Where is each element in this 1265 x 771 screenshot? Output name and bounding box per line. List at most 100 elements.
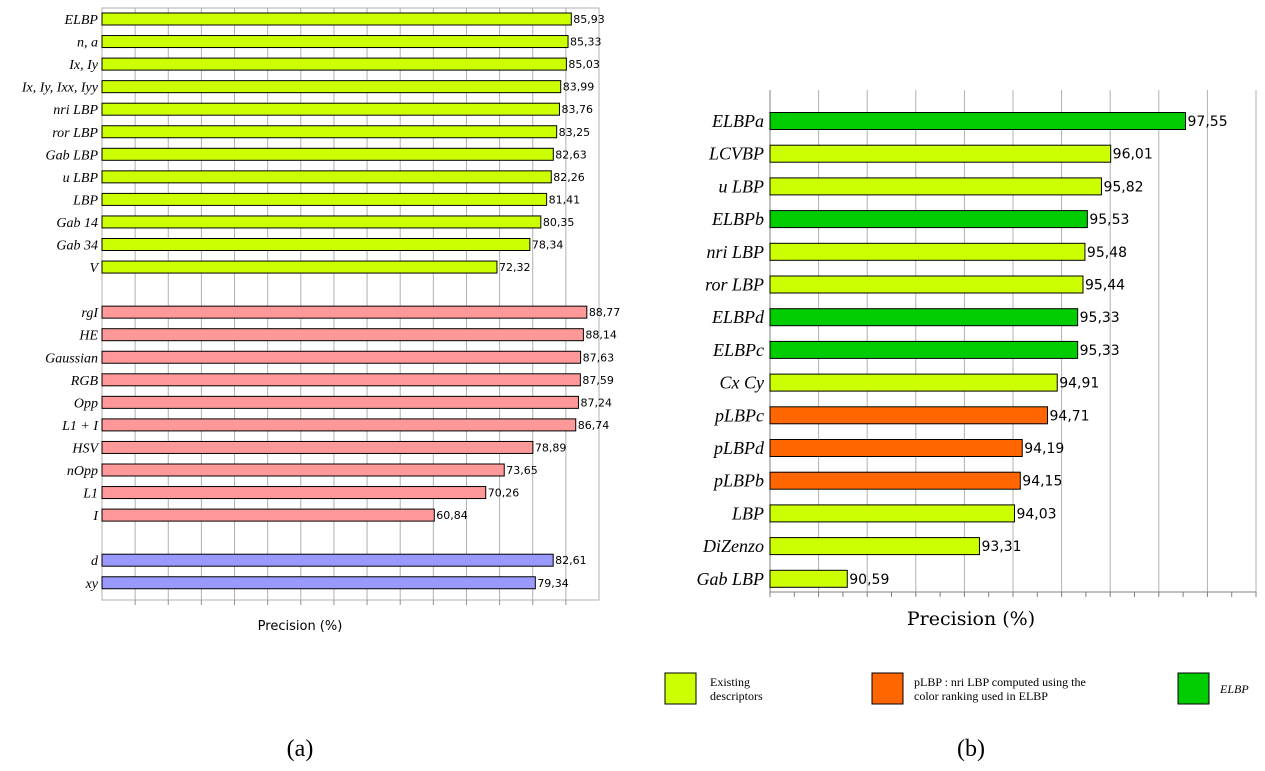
bar [101,192,548,206]
bar [101,440,534,454]
category-label: ror LBP [52,126,98,141]
category-label: ELBP [64,13,99,28]
bar [101,576,536,590]
category-label: RGB [70,374,99,389]
data-label: 83,99 [563,81,595,94]
data-label: 97,55 [1188,114,1228,130]
category-label: nri LBP [706,242,764,262]
bar [101,463,505,477]
data-label: 78,34 [532,239,564,252]
bar [769,242,1086,261]
category-label: L1 + I [61,419,99,434]
category-label: rgI [81,306,99,321]
bar [769,144,1112,163]
legend-label: descriptors [710,689,763,703]
data-label: 95,48 [1087,245,1127,261]
category-label: ror LBP [705,275,764,295]
bar [769,112,1187,130]
category-label: HE [78,329,98,344]
data-label: 87,59 [582,374,614,387]
category-label: Ix, Iy [68,58,99,73]
bar [101,350,582,364]
chart-a: ELBP 85,93 n, a 85,33 Ix, Iy 85,03 Ix, Iy, Ixx… [21,7,620,762]
category-label: ELBPc [712,340,764,360]
data-label: 60,84 [436,509,468,522]
data-label: 82,63 [555,148,587,161]
bar [101,260,498,274]
data-label: 83,76 [561,103,593,116]
category-label: Gab 34 [56,239,98,254]
category-label: u LBP [63,171,99,186]
category-label: HSV [71,441,99,456]
category-label: u LBP [718,176,764,196]
legend-label: Existing [710,675,750,689]
bar [769,537,980,556]
bar [101,328,584,342]
panel-label: (b) [957,736,985,762]
data-label: 87,63 [583,351,615,364]
data-label: 94,71 [1050,408,1090,424]
category-label: ELBPa [711,111,764,131]
category-label: Cx Cy [720,373,765,393]
bar [101,486,487,500]
category-label: Gab LBP [697,569,765,589]
bar [769,439,1023,457]
bar [101,102,560,116]
bar [101,238,531,251]
bar [101,418,577,432]
bar [769,504,1015,523]
x-axis-title: Precision (%) [907,608,1035,630]
data-label: 72,32 [499,261,531,274]
bar [101,373,581,387]
data-label: 94,03 [1016,506,1056,522]
bar [101,147,554,161]
legend-swatch [664,672,697,705]
category-label: xy [85,577,99,592]
data-label: 83,25 [559,126,591,139]
bar [101,170,552,184]
data-label: 95,44 [1085,278,1125,294]
bar [101,395,579,409]
category-label: V [89,261,99,276]
category-label: n, a [77,36,98,51]
category-label: pLBPc [713,405,764,425]
data-label: 88,14 [585,329,617,342]
category-label: pLBPb [712,471,764,491]
data-label: 70,26 [488,487,519,500]
legend-label: pLBP : nri LBP computed using the [914,675,1086,689]
data-label: 73,65 [506,464,538,477]
bar [101,12,572,26]
category-label: nri LBP [53,103,98,118]
data-label: 81,41 [549,193,581,206]
data-label: 78,89 [535,441,567,454]
bar [769,340,1079,359]
data-label: 86,74 [578,419,610,432]
data-label: 90,59 [849,572,889,588]
data-label: 95,33 [1080,343,1120,359]
panel-label: (a) [287,736,314,762]
category-label: I [92,509,99,524]
data-label: 94,91 [1059,376,1099,392]
category-label: DiZenzo [702,536,764,556]
data-label: 96,01 [1113,147,1153,163]
data-label: 85,03 [568,58,600,71]
legend-swatch [871,672,904,705]
chart-b: ELBPa 97,55 LCVBP 96,01 u LBP 95,82 ELBPb 95,53… [664,90,1257,762]
legend-label: color ranking used in ELBP [914,689,1048,703]
category-label: Gab LBP [46,148,99,163]
bar [769,210,1088,229]
category-label: LBP [731,503,764,523]
bar [101,80,562,94]
category-label: d [91,554,99,569]
bar [769,308,1079,327]
category-label: L1 [82,487,98,502]
bar [769,406,1049,425]
bar [101,125,558,139]
data-label: 85,93 [573,13,605,26]
data-label: 79,34 [537,577,569,590]
category-label: Gab 14 [56,216,98,231]
bar [769,275,1084,294]
legend-swatch [1177,672,1210,705]
x-axis-title: Precision (%) [258,619,343,634]
